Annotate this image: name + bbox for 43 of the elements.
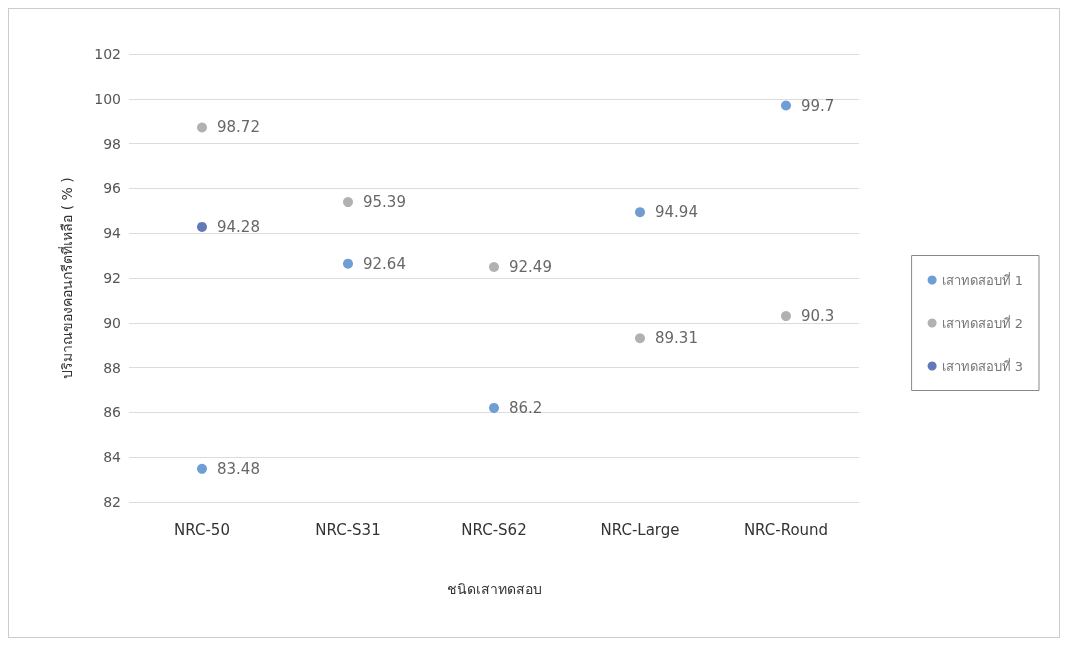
data-label: 92.64 bbox=[363, 254, 406, 273]
y-tick-label: 92 bbox=[103, 270, 121, 286]
point bbox=[635, 333, 645, 344]
y-tick-label: 96 bbox=[103, 180, 122, 197]
legend-label: เสาทดสอบที่ 2 bbox=[941, 314, 1023, 331]
x-tick-label: NRC-Round bbox=[743, 520, 829, 539]
data-label: 99.7 bbox=[801, 96, 835, 115]
y-tick-label: 94 bbox=[103, 225, 122, 242]
y-tick-label: 88 bbox=[103, 359, 121, 376]
x-tick-label: NRC-Large bbox=[600, 520, 680, 539]
x-tick-label: NRC-50 bbox=[174, 520, 230, 539]
data-label: 95.39 bbox=[363, 193, 406, 212]
y-tick-label: 86 bbox=[103, 404, 122, 421]
y-tick-label: 90 bbox=[103, 314, 121, 331]
data-label: 92.49 bbox=[509, 258, 552, 277]
point bbox=[197, 463, 207, 474]
legend-label: เสาทดสอบที่ 3 bbox=[941, 357, 1023, 374]
point bbox=[197, 221, 207, 232]
y-tick-label: 98 bbox=[103, 135, 121, 152]
data-label: 90.3 bbox=[801, 307, 835, 326]
data-label: 89.31 bbox=[655, 329, 698, 348]
point bbox=[489, 262, 499, 273]
y-axis-title: ปริมาณของคอนกรีตที่เหลือ ( % ) bbox=[58, 177, 75, 379]
y-tick-label: 102 bbox=[94, 46, 121, 62]
point bbox=[781, 311, 791, 322]
y-tick-label: 100 bbox=[94, 90, 121, 107]
point bbox=[489, 402, 499, 413]
point bbox=[343, 197, 353, 208]
y-tick-label: 84 bbox=[103, 449, 122, 466]
y-tick-label: 82 bbox=[103, 494, 121, 510]
data-label: 94.94 bbox=[655, 203, 698, 222]
data-label: 98.72 bbox=[217, 118, 260, 137]
data-label: 83.48 bbox=[217, 459, 260, 478]
point bbox=[343, 258, 353, 269]
x-tick-label: NRC-S31 bbox=[315, 520, 381, 539]
legend-label: เสาทดสอบที่ 1 bbox=[941, 271, 1023, 288]
point bbox=[197, 122, 207, 133]
x-axis-title: ชนิดเสาทดสอบ bbox=[446, 581, 542, 597]
x-tick-label: NRC-S62 bbox=[461, 520, 527, 539]
point bbox=[781, 100, 791, 111]
data-label: 86.2 bbox=[509, 398, 543, 417]
data-label: 94.28 bbox=[217, 217, 260, 236]
point bbox=[635, 207, 645, 218]
